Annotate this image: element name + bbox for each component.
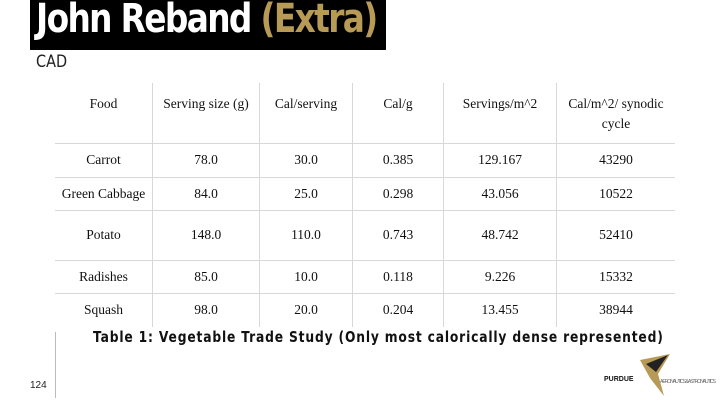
table-cell: 13.455 — [443, 292, 557, 327]
table-row: Radishes 85.0 10.0 0.118 9.226 15332 — [55, 259, 675, 294]
table-cell: 10522 — [556, 176, 675, 211]
table-cell: 98.0 — [152, 292, 260, 327]
divider — [55, 332, 56, 398]
column-header: Serving size (g) — [152, 83, 260, 144]
page-number: 124 — [30, 380, 47, 391]
table-cell: Carrot — [55, 142, 153, 178]
table-cell: Radishes — [55, 259, 153, 294]
title: John Reband (Extra) — [36, 0, 379, 42]
table-cell: 110.0 — [259, 209, 353, 261]
table-cell: 78.0 — [152, 142, 260, 178]
logo-sub: AERONAUTICS & ASTRONAUTICS — [660, 379, 717, 385]
caption: Table 1: Vegetable Trade Study (Only mos… — [93, 328, 664, 346]
logo-mark-dark — [646, 355, 668, 372]
table-cell: 48.742 — [443, 209, 557, 261]
column-header: Cal/g — [352, 83, 444, 144]
table-cell: 84.0 — [152, 176, 260, 211]
table-cell: 0.298 — [352, 176, 444, 211]
title-band — [30, 0, 386, 50]
table-cell: 30.0 — [259, 142, 353, 178]
table-cell: 0.118 — [352, 259, 444, 294]
table-cell: Potato — [55, 209, 153, 261]
subtitle: CAD — [36, 52, 68, 72]
header-row: Food Serving size (g) Cal/serving Cal/g Serv… — [55, 83, 675, 144]
table-cell: 15332 — [556, 259, 675, 294]
table-row: Squash 98.0 20.0 0.204 13.455 38944 — [55, 292, 675, 327]
table-cell: 52410 — [556, 209, 675, 261]
column-header: Cal/m^2/ synodic cycle — [556, 83, 675, 144]
table-cell: 9.226 — [443, 259, 557, 294]
table-cell: 148.0 — [152, 209, 260, 261]
column-header: Food — [55, 83, 153, 144]
table-cell: 85.0 — [152, 259, 260, 294]
table-cell: 43290 — [556, 142, 675, 178]
table-cell: Green Cabbage — [55, 176, 153, 211]
table-cell: 0.385 — [352, 142, 444, 178]
table-cell: 43.056 — [443, 176, 557, 211]
title-name: John Reband — [36, 0, 252, 42]
table-cell: 0.204 — [352, 292, 444, 327]
table-cell: 0.743 — [352, 209, 444, 261]
logo-main: PURDUE — [604, 376, 634, 383]
trade-study-table: Food Serving size (g) Cal/serving Cal/g Serv… — [55, 83, 675, 327]
column-header: Cal/serving — [259, 83, 353, 144]
logo: PURDUE AERONAUTICS & ASTRONAUTICS — [604, 354, 717, 396]
table-cell: 38944 — [556, 292, 675, 327]
table-cell: Squash — [55, 292, 153, 327]
table-cell: 20.0 — [259, 292, 353, 327]
table-cell: 10.0 — [259, 259, 353, 294]
title-suffix: (Extra) — [260, 0, 379, 42]
column-header: Servings/m^2 — [443, 83, 557, 144]
logo-mark — [640, 354, 670, 396]
table-row: Green Cabbage 84.0 25.0 0.298 43.056 10522 — [55, 176, 675, 211]
table-cell: 25.0 — [259, 176, 353, 211]
table-cell: 129.167 — [443, 142, 557, 178]
table-row: Carrot 78.0 30.0 0.385 129.167 43290 — [55, 142, 675, 178]
table-row: Potato 148.0 110.0 0.743 48.742 52410 — [55, 209, 675, 261]
